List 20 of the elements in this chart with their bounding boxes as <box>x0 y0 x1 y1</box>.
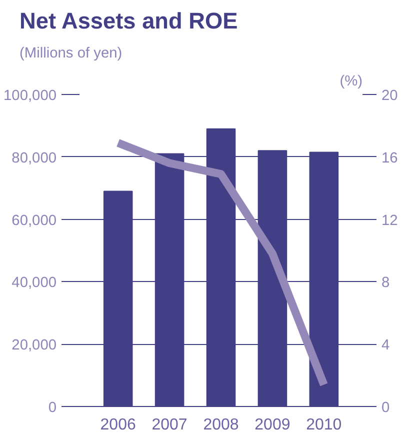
y-tick-label: 80,000 <box>12 150 56 166</box>
y-axis-title: (Millions of yen) <box>20 46 122 62</box>
y-tick-label: 60,000 <box>12 212 56 229</box>
y2-tick-label: 8 <box>382 275 390 292</box>
y2-tick-label: 20 <box>382 88 398 104</box>
y-tick-label: 0 <box>48 400 57 416</box>
y-tick-label: 20,000 <box>12 338 56 354</box>
x-tick-label: 2007 <box>152 416 188 434</box>
y2-axis-title: (%) <box>340 74 363 90</box>
x-tick-label: 2006 <box>100 416 136 434</box>
y-tick-label: 100,000 <box>4 88 57 104</box>
x-tick-label: 2010 <box>306 416 342 434</box>
x-tick-label: 2008 <box>203 416 239 434</box>
y2-tick-label: 4 <box>382 338 390 354</box>
y2-tick-label: 16 <box>382 150 398 166</box>
x-tick-label: 2009 <box>254 416 290 434</box>
y2-tick-label: 12 <box>382 212 398 229</box>
y2-tick-label: 0 <box>382 400 390 416</box>
y-tick-label: 40,000 <box>12 275 56 292</box>
chart-title: Net Assets and ROE <box>20 8 238 34</box>
